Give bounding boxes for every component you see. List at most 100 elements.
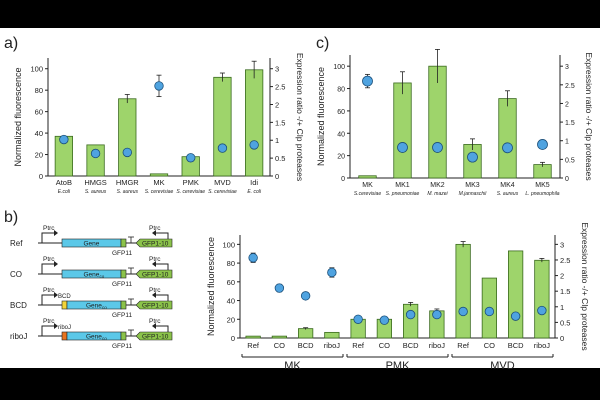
panel-label-c: c) [316, 35, 329, 52]
promoter-label: Ptrc [149, 225, 161, 232]
ratio-point [467, 151, 478, 163]
y2-tick-label: 2 [560, 272, 564, 281]
gfp1-10-box [135, 238, 173, 248]
ratio-point [537, 305, 547, 316]
gfp11-label: GFP11 [112, 312, 132, 319]
bar [213, 76, 232, 177]
x-tick-label: HMGS [84, 178, 107, 187]
y2-tick-label: 2 [565, 101, 569, 108]
gene-subscript: co [102, 305, 107, 310]
x-tick-sublabel: S. aureus [85, 189, 107, 195]
group-label: MVD [490, 360, 515, 372]
x-tick-label: MK1 [395, 182, 410, 189]
gfp1-10-label: GFP1-10 [142, 303, 169, 310]
y2-tick-label: 3 [565, 64, 569, 71]
x-tick-sublabel: S. cerevisiae [176, 189, 205, 195]
bar [393, 82, 412, 179]
promoter-label: Ptrc [43, 225, 55, 232]
riboj-element [61, 331, 68, 341]
y2-tick-label: 2 [275, 100, 279, 109]
gene-subscript: co [102, 336, 107, 341]
x-tick-label: Idi [250, 178, 258, 187]
y2-tick-label: 2.5 [275, 83, 285, 92]
promoter-arrow [41, 263, 54, 274]
promoter-arrow [41, 325, 54, 336]
figure-background [0, 28, 600, 368]
bar [149, 173, 169, 177]
y-tick-label: 20 [337, 154, 345, 161]
promoter-arrowhead [54, 261, 58, 267]
construct-label: riboJ [10, 332, 27, 341]
chart-panel-a: 0 20 40 60 80 100 0 0.5 1 1.5 2 2.5 3 Normalized fluo… [13, 53, 305, 195]
ratio-point [327, 267, 337, 278]
chart-panel-b: 0 20 40 60 80 100 0 0.5 1 1.5 2 2.5 3 Normalized fluo… [206, 222, 590, 372]
ratio-point [484, 306, 495, 317]
gfp11-tag [120, 331, 127, 341]
y2-tick-label: 0.5 [565, 157, 575, 164]
promoter-arrowhead [54, 292, 58, 298]
promoter-label: Ptrc [149, 256, 161, 263]
x-tick-label: riboJ [429, 341, 446, 350]
riboj-label: riboJ [58, 325, 71, 331]
construct-label: CO [10, 270, 22, 279]
x-tick-label: BCD [298, 341, 314, 350]
y-tick-label: 60 [35, 108, 43, 117]
y-tick-label: 80 [227, 259, 235, 268]
promoter-arrowhead-reverse [152, 261, 156, 267]
bar [245, 69, 264, 177]
construct-diagram: Ref Ptrc Ptrc Gene GFP11 GFP1-10 CO Ptrc Ptrc Gen… [10, 225, 173, 350]
y-tick-label: 40 [227, 297, 235, 306]
y-tick-label: 100 [30, 65, 43, 74]
x-tick-label: Ref [352, 341, 365, 350]
x-tick-label: CO [484, 341, 495, 350]
x-tick-sublabel: M. mazei [427, 191, 448, 197]
ratio-point [353, 314, 363, 324]
bar [508, 250, 524, 339]
promoter-arrow [41, 294, 54, 305]
promoter-arrowhead-reverse [152, 292, 156, 298]
ratio-point [186, 153, 196, 163]
x-tick-label: MK4 [500, 182, 515, 189]
gfp1-10-label: GFP1-10 [142, 272, 169, 279]
y-tick-label: 20 [35, 151, 43, 160]
y-tick-label: 20 [227, 315, 235, 324]
x-tick-sublabel: S. pneumoniae [386, 191, 420, 197]
y2-tick-label: 1 [275, 136, 279, 145]
x-tick-label: AtoB [56, 178, 72, 187]
x-tick-sublabel: S. aureus [497, 191, 519, 197]
construct-label: Ref [10, 239, 23, 248]
x-tick-label: CO [274, 341, 285, 350]
y2-axis-label: Expression ratio -/+ Clp proteases [580, 222, 590, 350]
y2-tick-label: 0 [275, 172, 279, 181]
x-tick-sublabel: S. aureus [117, 189, 139, 195]
y-axis-label: Normalized fluorescence [316, 67, 326, 166]
bar [358, 175, 377, 179]
x-tick-sublabel: E.coli [58, 189, 71, 195]
bar [455, 243, 471, 339]
x-tick-sublabel: S. cerevisiae [208, 189, 237, 195]
y2-tick-label: 3 [560, 240, 564, 249]
bar [245, 335, 261, 339]
x-tick-label: MVD [214, 178, 231, 187]
x-tick-sublabel: M.jannaschii [459, 191, 488, 197]
x-tick-label: MK5 [535, 182, 550, 189]
x-tick-label: riboJ [324, 341, 341, 350]
y2-tick-label: 1.5 [560, 287, 570, 296]
gfp11-tag [120, 269, 127, 279]
bcd-element [61, 300, 68, 310]
x-tick-label: CO [379, 341, 390, 350]
y-tick-label: 100 [333, 64, 345, 71]
ratio-point [154, 81, 164, 91]
gene-label: Gene [86, 303, 102, 310]
ratio-point [379, 315, 390, 325]
ratio-point [90, 148, 101, 159]
ratio-point [405, 309, 416, 320]
promoter-arrow [41, 232, 54, 243]
x-tick-label: HMGR [116, 178, 139, 187]
bar [298, 328, 314, 339]
promoter-label: Ptrc [149, 318, 161, 325]
ratio-point [362, 75, 373, 87]
ratio-point [300, 291, 311, 301]
x-tick-sublabel: E. coli [247, 189, 262, 195]
